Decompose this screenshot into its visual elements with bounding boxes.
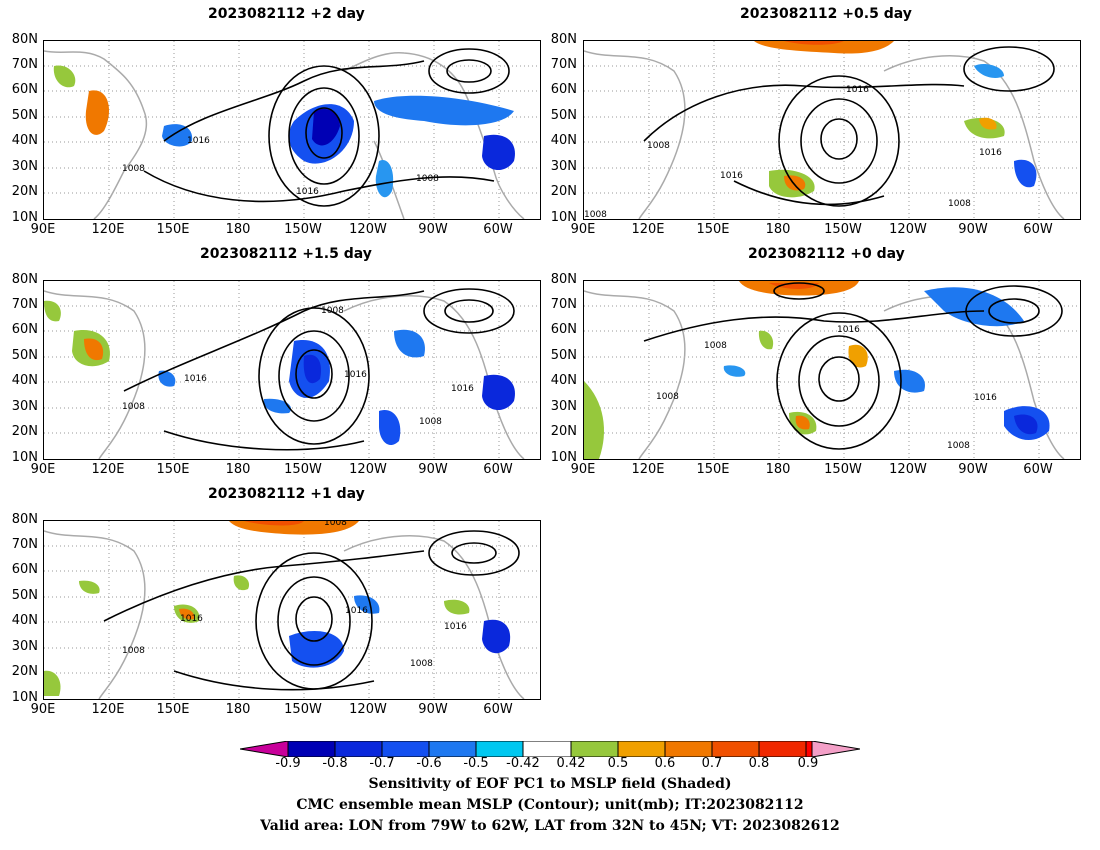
colorbar-cell — [428, 741, 477, 757]
svg-text:1016: 1016 — [837, 325, 860, 335]
svg-text:1016: 1016 — [444, 622, 467, 632]
colorbar-cell — [287, 741, 336, 757]
svg-text:1008: 1008 — [410, 659, 433, 669]
svg-text:1016: 1016 — [345, 606, 368, 616]
svg-text:1016: 1016 — [180, 614, 203, 624]
panel-title: 2023082112 +0 day — [748, 246, 905, 262]
svg-text:1016: 1016 — [184, 374, 207, 384]
svg-text:1008: 1008 — [324, 521, 347, 528]
colorbar-label: -0.9 — [275, 756, 301, 771]
svg-text:1008: 1008 — [416, 174, 439, 184]
svg-text:1008: 1008 — [122, 646, 145, 656]
colorbar-cell — [570, 741, 619, 757]
map-area: 1008 1016 1016 1016 1008 1008 — [43, 280, 541, 460]
colorbar-cell — [805, 741, 813, 757]
colorbar-cell — [334, 741, 383, 757]
svg-text:1008: 1008 — [647, 141, 670, 151]
colorbar-cell — [664, 741, 713, 757]
svg-text:1016: 1016 — [720, 171, 743, 181]
map-area: 1008 1016 1016 1016 1008 1008 — [43, 520, 541, 700]
svg-text:1008: 1008 — [947, 441, 970, 451]
footer-line-1: Sensitivity of EOF PC1 to MSLP field (Sh… — [368, 776, 732, 792]
colorbar-label: 0.8 — [748, 756, 770, 771]
map-plot: 1008 1016 1016 1016 1008 1008 — [44, 521, 540, 699]
colorbar-strip — [240, 741, 860, 757]
footer-line-2: CMC ensemble mean MSLP (Contour); unit(m… — [296, 797, 804, 813]
map-area: 1016 1016 1016 1008 1008 1008 — [583, 40, 1081, 220]
map-plot: 1016 1016 1008 1008 1008 — [584, 281, 1080, 459]
colorbar-cell — [811, 741, 860, 757]
colorbar-label: 0.7 — [701, 756, 723, 771]
map-plot: 1016 1016 1016 1008 1008 1008 — [584, 41, 1080, 219]
colorbar-label: -0.42 — [506, 756, 540, 771]
colorbar-cell — [240, 741, 289, 757]
colorbar-cell — [711, 741, 760, 757]
svg-text:1008: 1008 — [704, 341, 727, 351]
svg-text:1016: 1016 — [451, 384, 474, 394]
svg-text:1008: 1008 — [122, 402, 145, 412]
svg-text:1008: 1008 — [419, 417, 442, 427]
colorbar-cell — [617, 741, 666, 757]
svg-text:1016: 1016 — [187, 136, 210, 146]
svg-text:1008: 1008 — [122, 164, 145, 174]
colorbar-label: 0.5 — [607, 756, 629, 771]
svg-text:1008: 1008 — [321, 306, 344, 316]
map-area: 1016 1016 1008 1008 — [43, 40, 541, 220]
map-area: 1016 1016 1008 1008 1008 — [583, 280, 1081, 460]
svg-text:1016: 1016 — [979, 148, 1002, 158]
svg-text:1016: 1016 — [974, 393, 997, 403]
colorbar-cell — [522, 741, 572, 757]
colorbar-label: 0.9 — [797, 756, 819, 771]
map-plot: 1016 1016 1008 1008 — [44, 41, 540, 219]
panel-title: 2023082112 +1 day — [208, 486, 365, 502]
colorbar-label: 0.42 — [556, 756, 586, 771]
svg-text:1008: 1008 — [584, 210, 607, 219]
panel-title: 2023082112 +0.5 day — [740, 6, 912, 22]
colorbar-cell — [381, 741, 430, 757]
svg-text:1016: 1016 — [344, 370, 367, 380]
panel-title: 2023082112 +1.5 day — [200, 246, 372, 262]
panel-title: 2023082112 +2 day — [208, 6, 365, 22]
colorbar-label: -0.6 — [416, 756, 442, 771]
colorbar-cell — [475, 741, 524, 757]
svg-text:1008: 1008 — [948, 199, 971, 209]
colorbar-label: 0.6 — [654, 756, 676, 771]
svg-text:1008: 1008 — [656, 392, 679, 402]
svg-text:1016: 1016 — [296, 187, 319, 197]
footer-line-3: Valid area: LON from 79W to 62W, LAT fro… — [260, 818, 840, 834]
colorbar-label: -0.7 — [369, 756, 395, 771]
map-plot: 1008 1016 1016 1016 1008 1008 — [44, 281, 540, 459]
colorbar-label: -0.8 — [322, 756, 348, 771]
colorbar-label: -0.5 — [463, 756, 489, 771]
svg-text:1016: 1016 — [846, 85, 869, 95]
colorbar-cell — [758, 741, 807, 757]
